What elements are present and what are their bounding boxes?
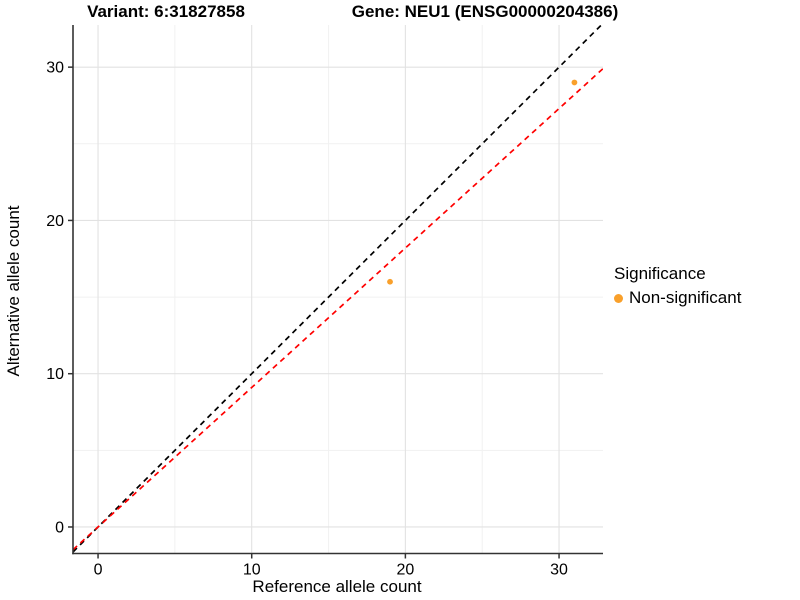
legend-item-label: Non-significant <box>629 288 742 307</box>
y-tick-label: 10 <box>46 366 64 383</box>
fitted-line <box>73 68 603 551</box>
x-tick-label: 10 <box>243 562 261 579</box>
data-point <box>571 79 578 86</box>
x-tick-label: 30 <box>550 562 568 579</box>
identity-line <box>73 25 603 553</box>
legend-title: Significance <box>614 264 706 283</box>
x-tick-label: 0 <box>94 562 103 579</box>
y-tick-label: 20 <box>46 213 64 230</box>
y-tick-label: 30 <box>46 60 64 77</box>
data-point <box>387 278 393 285</box>
legend-item: Non-significant <box>614 288 741 308</box>
legend: Significance Non-significant <box>614 264 741 308</box>
plot-title-variant: Variant: 6:31827858 <box>87 2 245 21</box>
y-tick-label: 0 <box>55 519 64 536</box>
x-tick-label: 20 <box>396 562 414 579</box>
legend-point-icon <box>614 293 623 303</box>
x-axis-label: Reference allele count <box>252 577 422 596</box>
y-axis-label: Alternative allele count <box>4 205 23 377</box>
plot-title-gene: Gene: NEU1 (ENSG00000204386) <box>351 2 619 21</box>
